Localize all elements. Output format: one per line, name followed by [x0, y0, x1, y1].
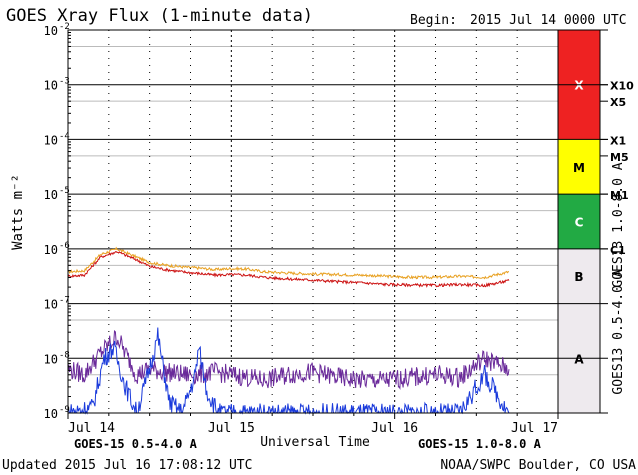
right-axis-label-short: GOES13 0.5-4.0 A: [611, 269, 626, 394]
begin-label: Begin:: [410, 13, 457, 28]
flare-band-label: A: [574, 352, 584, 366]
flare-class-bands: X M C B A X10 X5 X1 M5 M1 C1: [557, 29, 634, 414]
series-line-2: [67, 330, 510, 390]
flare-band-label: X: [574, 79, 584, 93]
axes: Jul 14 Jul 15 Jul 16 Jul 1710-210-310-410-5…: [44, 22, 559, 436]
x-axis-label: Universal Time: [260, 435, 370, 450]
legend-goes15-long: GOES-15 1.0-8.0 A: [418, 437, 542, 451]
class-tick-label: M5: [610, 151, 629, 164]
class-tick-label: C1: [610, 244, 626, 257]
flare-band-label: M: [573, 161, 585, 175]
y-tick-label: 10: [44, 407, 58, 421]
y-tick-label: 10: [44, 79, 58, 93]
y-tick-label: 10: [44, 188, 58, 202]
y-tick-label: 10: [44, 24, 58, 38]
credit: NOAA/SWPC Boulder, CO USA: [440, 458, 636, 473]
chart-title: GOES Xray Flux (1-minute data): [6, 6, 313, 26]
y-tick-label: 10: [44, 243, 58, 257]
x-tick-label: Jul 16: [371, 421, 418, 436]
right-axis-label-long: GOES13 1.0-8.0 A: [611, 162, 626, 287]
flare-band-b: [558, 248, 600, 304]
y-tick-label: 10: [44, 133, 58, 147]
series-line-1: [67, 251, 510, 288]
y-tick-exponent: -8: [59, 350, 70, 360]
flare-band-m: [558, 139, 600, 195]
y-tick-label: 10: [44, 352, 58, 366]
y-axis-label: Watts m⁻²: [10, 174, 26, 250]
updated-timestamp: Updated 2015 Jul 16 17:08:12 UTC: [2, 458, 252, 473]
class-tick-label: X10: [610, 80, 634, 93]
x-tick-label: Jul 17: [511, 421, 558, 436]
series-line-0: [67, 246, 510, 280]
flare-band-c: [558, 194, 600, 249]
flare-band-label: B: [574, 270, 583, 284]
class-tick-label: X5: [610, 96, 626, 109]
flare-band-label: C: [575, 216, 584, 230]
x-tick-label: Jul 14: [68, 421, 115, 436]
y-tick-exponent: -5: [59, 186, 70, 196]
begin-value: 2015 Jul 14 0000 UTC: [470, 13, 627, 28]
class-tick-label: M1: [610, 189, 629, 202]
y-tick-exponent: -2: [59, 22, 70, 32]
y-tick-exponent: -3: [59, 77, 70, 87]
x-tick-label: Jul 15: [208, 421, 255, 436]
plot-area: [67, 29, 558, 415]
y-tick-exponent: -7: [59, 296, 70, 306]
class-tick-label: X1: [610, 134, 626, 147]
y-tick-label: 10: [44, 298, 58, 312]
y-tick-exponent: -4: [59, 131, 70, 141]
legend-goes15-short: GOES-15 0.5-4.0 A: [74, 437, 198, 451]
y-tick-exponent: -9: [59, 405, 70, 415]
y-tick-exponent: -6: [59, 241, 70, 251]
